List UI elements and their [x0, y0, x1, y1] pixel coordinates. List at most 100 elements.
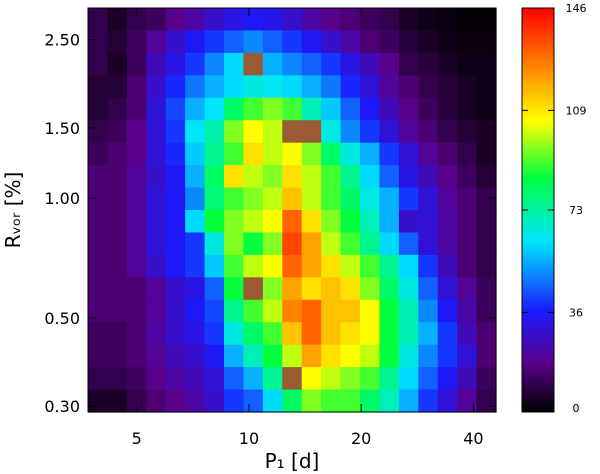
heatmap-cell [107, 367, 128, 391]
heatmap-cell [243, 97, 264, 121]
heatmap-cell [224, 30, 245, 54]
heatmap-cell [262, 299, 283, 323]
heatmap-cell [88, 52, 109, 76]
heatmap-cell [360, 299, 381, 323]
heatmap-cell [437, 187, 458, 211]
heatmap-cell [340, 97, 361, 121]
heatmap-cell [88, 75, 109, 99]
heatmap-cell [457, 277, 478, 301]
heatmap-cell [126, 389, 147, 413]
heatmap-cell [282, 30, 303, 54]
heatmap-cell [476, 52, 497, 76]
heatmap-cell [185, 322, 206, 346]
heatmap-cell [301, 75, 322, 99]
heatmap-cell [360, 389, 381, 413]
heatmap-cell [457, 52, 478, 76]
heatmap-cell [224, 52, 245, 76]
heatmap-cell [379, 299, 400, 323]
heatmap-cell [340, 389, 361, 413]
heatmap-cell [457, 322, 478, 346]
heatmap-cell [262, 367, 283, 391]
heatmap-cell [204, 97, 225, 121]
heatmap-cell [321, 232, 342, 256]
heatmap-cell [146, 367, 167, 391]
heatmap-cell [204, 210, 225, 234]
heatmap-cell [146, 142, 167, 166]
heatmap-cell [360, 254, 381, 278]
heatmap-cell [126, 142, 147, 166]
heatmap-cell [340, 165, 361, 189]
heatmap-cell [243, 344, 264, 368]
heatmap-cell [262, 232, 283, 256]
heatmap-cell [418, 52, 439, 76]
heatmap-cell [88, 187, 109, 211]
heatmap-cell [476, 367, 497, 391]
heatmap-cell [165, 97, 186, 121]
heatmap-cell [126, 97, 147, 121]
heatmap-cell [379, 142, 400, 166]
heatmap-cell [88, 322, 109, 346]
heatmap-cell [88, 97, 109, 121]
heatmap-cell [146, 344, 167, 368]
heatmap-cell [398, 120, 419, 144]
heatmap-cell [146, 210, 167, 234]
heatmap-cell [88, 165, 109, 189]
heatmap-cell [146, 232, 167, 256]
heatmap-cell [418, 254, 439, 278]
heatmap-cell [437, 165, 458, 189]
heatmap-cell [204, 344, 225, 368]
heatmap-cell [476, 389, 497, 413]
heatmap-cell [282, 8, 303, 32]
heatmap-cell [340, 254, 361, 278]
heatmap-cell [185, 165, 206, 189]
heatmap-cell [107, 254, 128, 278]
heatmap-cell [107, 389, 128, 413]
heatmap-cell [301, 165, 322, 189]
heatmap-cell [379, 165, 400, 189]
heatmap-cell [437, 254, 458, 278]
heatmap-cell [457, 30, 478, 54]
heatmap-cell [262, 97, 283, 121]
heatmap-cell [262, 344, 283, 368]
heatmap-cell [457, 8, 478, 32]
heatmap-cell [476, 30, 497, 54]
heatmap-cell [185, 232, 206, 256]
heatmap-cell [282, 277, 303, 301]
heatmap-cell [398, 8, 419, 32]
heatmap-cell [224, 344, 245, 368]
heatmap-cell [457, 165, 478, 189]
heatmap-cell [321, 344, 342, 368]
heatmap-cell [126, 75, 147, 99]
heatmap-cell [476, 187, 497, 211]
heatmap-cell [360, 187, 381, 211]
heatmap-cell [476, 254, 497, 278]
heatmap-cell [107, 120, 128, 144]
heatmap-cell [88, 367, 109, 391]
heatmap-cell [379, 277, 400, 301]
heatmap-cell [360, 232, 381, 256]
heatmap-cell [301, 52, 322, 76]
heatmap-cell [204, 165, 225, 189]
heatmap-cell [437, 30, 458, 54]
heatmap-cell [146, 30, 167, 54]
heatmap-cell [360, 142, 381, 166]
heatmap-cell [360, 8, 381, 32]
heatmap-cell [321, 367, 342, 391]
heatmap-cell [243, 75, 264, 99]
heatmap-cell [340, 277, 361, 301]
heatmap-cell [107, 75, 128, 99]
y-tick-label: 2.50 [44, 31, 80, 50]
heatmap-cell [360, 52, 381, 76]
heatmap-cell [379, 187, 400, 211]
heatmap-cell [204, 367, 225, 391]
heatmap-cell [126, 322, 147, 346]
heatmap-cell [262, 30, 283, 54]
heatmap-cell [165, 8, 186, 32]
heatmap-cell [418, 210, 439, 234]
heatmap-cell [379, 97, 400, 121]
heatmap-cell [185, 75, 206, 99]
heatmap-cell [146, 187, 167, 211]
heatmap-cell [146, 97, 167, 121]
heatmap-cell [204, 322, 225, 346]
